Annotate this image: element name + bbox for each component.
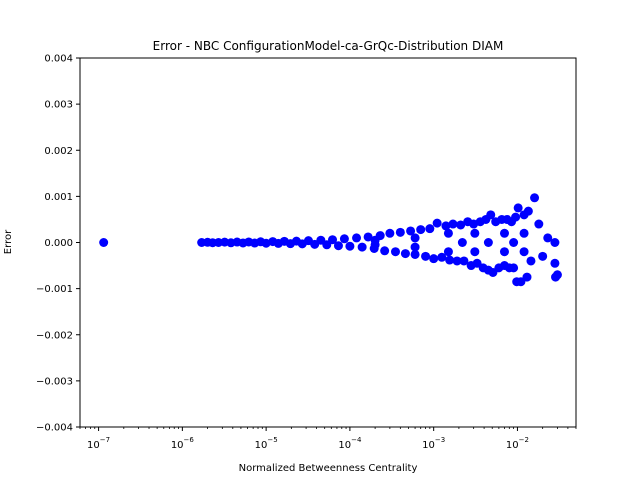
x-tick-label: 10−3 [422,436,445,451]
data-point [522,272,532,282]
data-point [513,203,523,213]
x-axis-label: Normalized Betweenness Centrality [239,463,418,474]
data-point [363,232,373,242]
data-point [99,238,109,247]
y-tick-label: −0.002 [36,330,73,341]
data-point [486,210,496,220]
y-axis: 0.004 0.003 0.002 0.001 0.000 −0.001 −0.002 −0.… [36,54,80,434]
data-point [519,247,529,257]
data-point [445,255,455,265]
x-axis: 10−7 10−6 10−5 10−4 10−3 10−2 [79,427,577,451]
data-point [400,249,410,259]
data-point [543,233,553,243]
data-point [443,228,453,238]
data-point [470,247,480,257]
data-point [534,219,544,229]
y-tick-label: 0.004 [44,54,73,65]
data-point [516,277,526,287]
data-point [345,241,355,251]
x-tick-label: 10−5 [255,436,278,451]
data-point [390,247,400,257]
y-tick-label: −0.003 [36,376,73,387]
chart-title: Error - NBC ConfigurationModel-ca-GrQc-D… [153,39,504,53]
data-point [523,206,533,216]
data-point [441,221,451,231]
data-point [509,263,519,273]
data-point [499,228,509,238]
x-tick-base: 10 [171,440,184,451]
data-point [432,218,442,228]
data-point [526,256,536,266]
x-tick-base: 10 [87,440,100,451]
y-tick-label: 0.003 [44,100,73,111]
data-point [416,225,426,235]
x-tick-exponent: −6 [184,436,195,444]
data-point [328,235,338,245]
x-tick-label: 10−7 [87,436,110,451]
data-point [552,270,562,280]
x-tick-exponent: −7 [100,436,110,444]
data-point [509,238,519,247]
x-tick-base: 10 [422,440,435,451]
data-point [380,246,390,256]
data-point [448,219,458,229]
data-point [421,251,431,261]
data-point [410,249,420,259]
data-point [370,240,380,250]
data-point [459,256,469,266]
data-point [483,238,493,247]
data-point [499,247,509,257]
data-point [385,228,395,238]
data-point [339,234,349,244]
data-point [406,226,416,236]
x-tick-base: 10 [506,440,519,451]
data-point [550,258,560,268]
data-point [410,233,420,243]
data-point [456,220,466,230]
y-tick-label: −0.004 [36,423,73,434]
x-tick-exponent: −5 [267,436,277,444]
data-point [530,193,540,203]
data-point [538,251,548,261]
x-tick-label: 10−6 [171,436,195,451]
y-tick-label: 0.001 [44,192,73,203]
data-point [550,238,560,247]
x-tick-base: 10 [338,440,351,451]
y-tick-label: 0.002 [44,146,73,157]
data-point [519,228,529,238]
data-point [429,254,439,264]
y-tick-label: 0.000 [44,238,73,249]
x-tick-label: 10−4 [338,436,362,451]
data-point [470,228,480,238]
data-point [395,227,405,237]
y-tick-label: −0.001 [36,284,73,295]
data-point [410,242,420,252]
x-tick-base: 10 [255,440,268,451]
data-point [452,256,462,266]
y-axis-label: Error [3,229,14,254]
plot-area [99,193,562,287]
data-point [357,242,367,252]
data-point [457,238,467,247]
x-tick-exponent: −2 [519,436,529,444]
data-point [425,224,435,234]
x-tick-label: 10−2 [506,436,529,451]
data-point [511,212,521,222]
data-point [352,233,362,243]
data-point [443,247,453,257]
x-tick-exponent: −3 [435,436,445,444]
data-point [437,252,447,262]
x-tick-exponent: −4 [351,436,362,444]
data-point [333,241,343,251]
